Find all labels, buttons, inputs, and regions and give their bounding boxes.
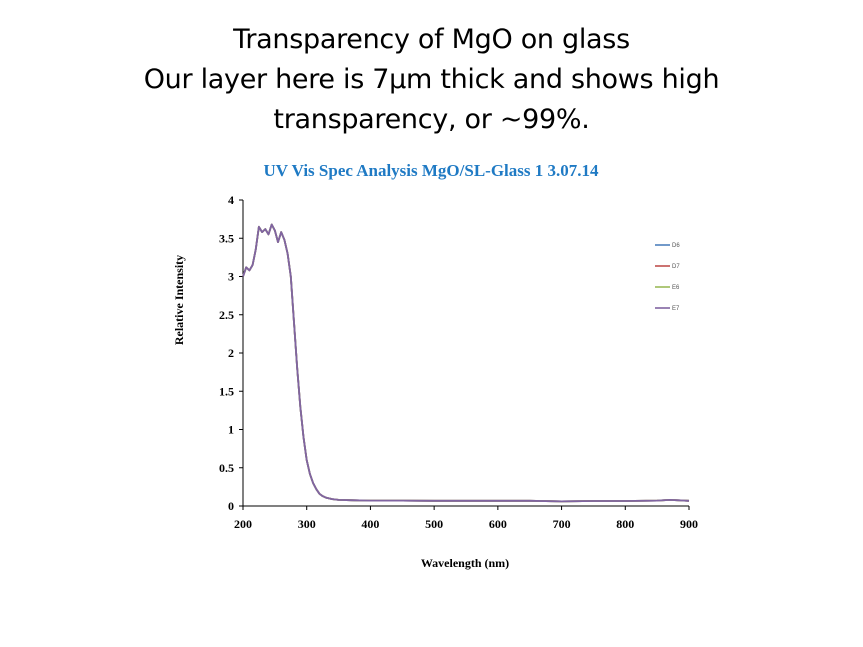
legend-label-e7: E7 [672, 306, 680, 312]
x-tick-label: 500 [425, 517, 443, 531]
chart-title: UV Vis Spec Analysis MgO/SL-Glass 1 3.07… [263, 161, 599, 180]
chart-series-layer [242, 223, 690, 503]
slide-title-line-2: Our layer here is 7µm thick and shows hi… [143, 64, 720, 95]
y-tick-label: 4 [228, 193, 234, 207]
series-line-e7 [242, 223, 690, 503]
series-line-d6 [242, 223, 690, 503]
legend-label-e6: E6 [672, 285, 680, 291]
x-tick-label: 400 [361, 517, 379, 531]
slide-title-line-3: transparency, or ~99%. [273, 104, 590, 135]
chart-axes: 0 0.5 1 1.5 2 2.5 3 3.5 4 200 300 400 500 600 700 800 90… [219, 193, 698, 531]
slide-title: Transparency of MgO on glass Our layer h… [0, 20, 863, 140]
legend-label-d6: D6 [672, 243, 680, 249]
x-tick-label: 700 [553, 517, 571, 531]
y-tick-label: 1 [228, 423, 234, 437]
y-tick-label: 3.5 [219, 231, 234, 245]
x-tick-label: 200 [234, 517, 252, 531]
y-tick-label: 1.5 [219, 384, 234, 398]
y-axis-label: Relative Intensity [172, 255, 186, 345]
slide-title-line-1: Transparency of MgO on glass [233, 24, 630, 55]
legend-label-d7: D7 [672, 264, 680, 270]
y-tick-label: 2.5 [219, 308, 234, 322]
x-tick-label: 900 [680, 517, 698, 531]
chart-legend: D6 D7 E6 E7 [655, 243, 680, 312]
y-tick-label: 0 [228, 499, 234, 513]
x-tick-label: 600 [489, 517, 507, 531]
y-tick-label: 0.5 [219, 461, 234, 475]
y-tick-label: 3 [228, 270, 234, 284]
series-line-d7 [242, 223, 690, 503]
series-line-e6 [242, 223, 690, 503]
x-tick-label: 800 [616, 517, 634, 531]
y-tick-label: 2 [228, 346, 234, 360]
x-tick-label: 300 [298, 517, 316, 531]
x-axis-label: Wavelength (nm) [421, 556, 509, 570]
